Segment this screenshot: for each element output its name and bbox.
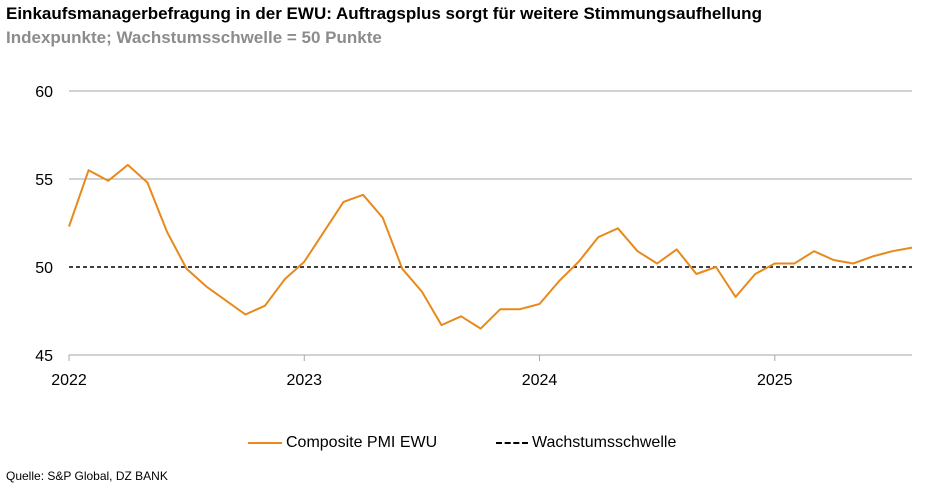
chart-title: Einkaufsmanagerbefragung in der EWU: Auf… — [6, 4, 762, 23]
chart-subtitle: Indexpunkte; Wachstumsschwelle = 50 Punk… — [6, 28, 382, 47]
x-axis-labels: 2022 2023 2024 2025 — [51, 355, 793, 389]
legend-item-pmi: Composite PMI EWU — [248, 434, 437, 452]
grid-layer — [69, 90, 912, 180]
x-tick-label: 2022 — [51, 372, 87, 389]
legend-item-threshold: Wachstumsschwelle — [496, 434, 676, 452]
y-tick-label: 60 — [35, 84, 53, 101]
x-tick-label: 2025 — [757, 372, 793, 389]
legend: Composite PMI EWU Wachstumsschwelle — [0, 434, 941, 456]
legend-swatch-threshold — [496, 442, 528, 444]
source-note: Quelle: S&P Global, DZ BANK — [6, 469, 168, 483]
pmi-series-line — [68, 163, 913, 330]
y-axis-labels: 45 50 55 60 — [35, 84, 53, 365]
y-tick-label: 50 — [35, 260, 53, 277]
y-tick-label: 45 — [35, 348, 53, 365]
legend-swatch-pmi — [248, 442, 282, 444]
y-tick-label: 55 — [35, 172, 53, 189]
legend-label-threshold: Wachstumsschwelle — [532, 434, 677, 451]
x-tick-label: 2023 — [286, 372, 322, 389]
legend-label-pmi: Composite PMI EWU — [286, 434, 438, 451]
x-tick-label: 2024 — [522, 372, 558, 389]
